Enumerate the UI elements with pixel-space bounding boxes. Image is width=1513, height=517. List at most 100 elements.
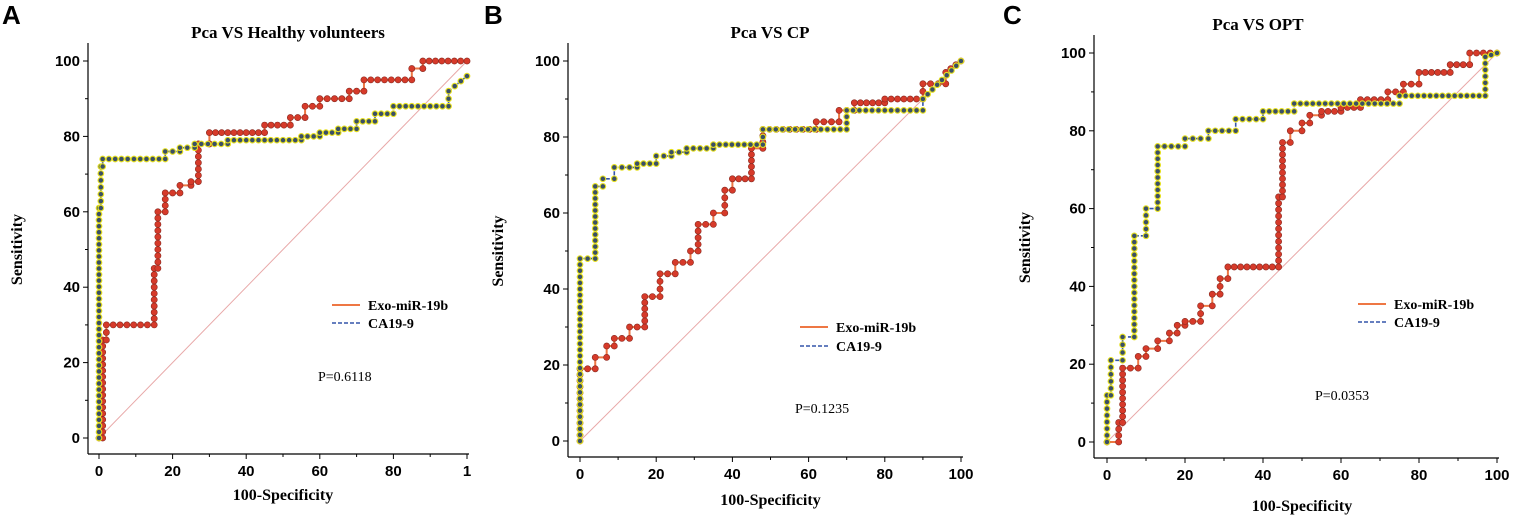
data-point [1473,49,1480,57]
data-point [943,71,951,79]
x-axis-title: 100-Specificity [233,487,333,504]
panel-letter: A [2,0,21,30]
data-point [97,204,105,212]
data-point [191,140,199,148]
data-point [660,152,668,160]
data-point [1130,270,1138,278]
data-point [445,95,452,103]
data-point [913,95,920,103]
data-point [591,213,599,220]
data-point [1208,302,1216,310]
data-point [952,62,960,70]
data-point [1309,100,1317,107]
chart-title: Pca VS CP [730,23,809,42]
legend: Exo-miR-19b CA19-9 [1358,298,1474,331]
data-point [1328,100,1335,107]
data-point [383,110,391,118]
data-point [194,159,202,167]
data-point [835,118,843,126]
data-point [1286,139,1294,146]
data-point [849,107,857,114]
data-point [1279,139,1286,146]
data-point [1130,283,1138,290]
data-point [161,208,169,216]
data-point [1377,100,1385,107]
data-point [1174,143,1182,150]
data-point [396,102,403,110]
data-point [301,114,309,121]
data-point [334,125,342,133]
y-axis-title: Sensitivity [9,214,26,285]
data-point [868,107,876,114]
data-point [111,155,119,163]
data-point [1279,187,1286,195]
data-point [1262,263,1270,271]
data-point [95,398,103,406]
data-point [124,155,132,163]
data-point [1205,135,1212,142]
data-point [353,125,360,133]
data-point [1481,53,1489,61]
data-point [1119,356,1126,364]
data-point [224,129,232,137]
data-point [1142,345,1150,353]
data-point [1481,85,1489,93]
legend-label: CA19-9 [368,317,414,332]
data-point [280,121,288,129]
data-point [1107,356,1115,364]
data-point [929,86,936,93]
data-point [1439,92,1446,100]
data-point [1466,61,1474,69]
data-point [591,249,599,256]
data-point [450,57,458,65]
data-point [696,145,704,152]
data-point [105,155,113,163]
data-point [136,155,144,163]
x-tick-label: 0 [1103,467,1111,484]
data-point [137,321,144,329]
data-point [863,99,870,107]
data-point [420,102,428,110]
data-point [694,240,702,248]
data-point [830,126,838,133]
data-point [721,194,729,202]
data-point [1115,432,1123,439]
data-point [255,129,262,137]
y-tick-label: 40 [543,281,560,298]
data-point [641,311,649,319]
data-point [957,57,965,65]
data-point [591,183,599,190]
data-point [176,144,184,152]
data-point [95,349,103,357]
data-point [817,126,825,133]
data-point [149,155,157,163]
data-point [1134,353,1142,360]
data-point [626,323,633,331]
data-point [426,102,434,110]
data-point [387,76,395,84]
data-point [367,76,375,84]
data-point [591,189,599,196]
series-ca19-9 [1103,49,1501,446]
data-point [1232,115,1240,123]
data-point [150,302,158,310]
data-point [95,216,103,224]
data-point [765,126,773,133]
data-point [687,247,694,255]
chart-title: Pca VS Healthy volunteers [191,23,385,42]
data-point [1189,135,1197,142]
data-point [591,207,599,214]
data-point [97,177,105,184]
x-axis-title: 100-Specificity [720,492,820,509]
data-point [1130,276,1138,284]
data-point [633,323,641,331]
data-point [1459,61,1467,69]
data-point [95,362,103,369]
data-point [1166,337,1173,345]
y-tick-label: 60 [1069,201,1086,218]
data-point [576,364,584,372]
data-point [1130,314,1138,322]
data-point [154,264,162,272]
data-point [95,271,103,278]
data-point [95,265,103,272]
